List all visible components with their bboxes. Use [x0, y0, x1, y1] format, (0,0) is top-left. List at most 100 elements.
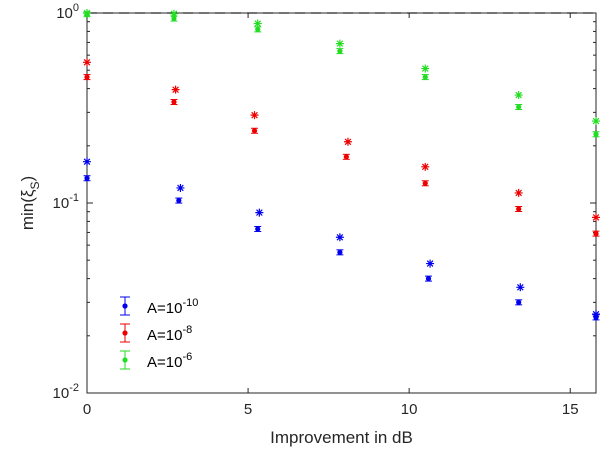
star-mark	[253, 19, 262, 28]
series-0-dot-point	[254, 225, 262, 232]
dot-mark	[593, 231, 599, 237]
dot-mark	[425, 276, 432, 282]
star-mark	[83, 58, 91, 67]
dot-mark	[516, 299, 522, 305]
series-1-dot-point	[83, 74, 91, 81]
legend-dot	[122, 330, 128, 336]
series-0-star-point	[255, 208, 264, 217]
data-marks	[83, 9, 600, 321]
series-2-dot-point	[592, 131, 600, 138]
series-2-dot-point	[336, 48, 344, 55]
dot-mark	[516, 206, 522, 212]
series-0-dot-point	[515, 299, 523, 306]
dot-mark	[84, 74, 90, 80]
series-1-dot-point	[170, 99, 178, 106]
series-0-star-point	[592, 310, 600, 319]
series-2-star-point	[592, 117, 600, 126]
legend-item: A=10-10	[120, 296, 198, 317]
legend-item: A=10-6	[120, 350, 192, 371]
series-1-star-point	[592, 213, 600, 222]
series-2-star-point	[83, 9, 91, 17]
dot-mark	[337, 249, 343, 255]
y-axis-label: min(ξS)	[18, 176, 42, 230]
series-0-star-point	[335, 233, 344, 242]
series-2-star-point	[169, 9, 178, 18]
dot-mark	[255, 226, 261, 232]
series-2-star-point	[514, 91, 523, 100]
star-mark	[514, 188, 523, 197]
series-1-dot-point	[421, 180, 429, 187]
star-mark	[592, 117, 600, 126]
series-0-dot-point	[336, 249, 344, 256]
series-0-dot-point	[424, 275, 432, 282]
y-tick-label: 10-2	[53, 382, 79, 402]
star-mark	[83, 9, 91, 17]
series-1-star-point	[421, 162, 430, 171]
star-mark	[250, 111, 259, 120]
series-2-star-point	[421, 64, 430, 73]
series-0-dot-point	[175, 197, 183, 204]
series-1-star-point	[514, 188, 523, 197]
dot-mark	[422, 74, 428, 80]
star-mark	[421, 64, 430, 73]
y-tick-label: 10-1	[53, 192, 79, 212]
series-1-star-point	[171, 85, 180, 94]
series-1-star-point	[343, 137, 352, 146]
star-mark	[83, 157, 91, 166]
star-mark	[335, 233, 344, 242]
star-mark	[421, 162, 430, 171]
star-mark	[592, 213, 600, 222]
star-mark	[516, 283, 525, 292]
star-mark	[169, 9, 178, 18]
legend-dot	[122, 303, 128, 309]
dot-mark	[171, 99, 177, 105]
x-tick-label: 5	[244, 401, 252, 418]
x-tick-label: 0	[83, 401, 91, 418]
series-1-star-point	[83, 58, 91, 67]
legend-label: A=10-10	[147, 297, 198, 317]
axes: 0 5 10 15 10-2 10-1 100	[53, 2, 596, 418]
series-2-dot-point	[421, 74, 429, 81]
dot-mark	[251, 128, 258, 134]
series-1-star-point	[250, 111, 259, 120]
star-mark	[255, 208, 264, 217]
x-tick-label: 15	[562, 401, 579, 418]
dot-mark	[176, 197, 182, 204]
series-0-star-point	[176, 183, 185, 192]
dot-mark	[516, 104, 522, 110]
star-mark	[343, 137, 352, 146]
plot-area	[86, 12, 597, 394]
star-mark	[514, 91, 523, 100]
series-1-dot-point	[515, 205, 523, 212]
series-0-star-point	[516, 283, 525, 292]
star-mark	[176, 183, 185, 192]
legend: A=10-10 A=10-8 A=10-6	[120, 296, 198, 371]
star-mark	[426, 259, 435, 268]
star-mark	[592, 310, 600, 319]
series-2-dot-point	[515, 104, 523, 111]
x-tick-label: 10	[401, 401, 418, 418]
dot-mark	[255, 26, 261, 32]
series-0-dot-point	[83, 175, 91, 182]
series-2-star-point	[253, 19, 262, 28]
x-axis-label: Improvement in dB	[270, 428, 413, 447]
series-1-dot-point	[251, 127, 259, 134]
series-1-dot-point	[342, 153, 350, 160]
dot-mark	[593, 131, 599, 137]
dot-mark	[171, 15, 177, 22]
dot-mark	[422, 180, 428, 186]
series-1-dot-point	[592, 230, 600, 237]
series-0-star-point	[83, 157, 91, 166]
y-tick-label: 100	[56, 2, 79, 22]
legend-item: A=10-8	[120, 323, 192, 344]
plot-frame	[86, 12, 597, 394]
legend-label: A=10-8	[147, 324, 192, 344]
dot-mark	[84, 175, 90, 181]
dot-mark	[343, 154, 349, 160]
series-0-star-point	[426, 259, 435, 268]
legend-dot	[122, 357, 128, 363]
star-mark	[335, 39, 344, 48]
series-2-star-point	[335, 39, 344, 48]
legend-label: A=10-6	[147, 351, 192, 371]
